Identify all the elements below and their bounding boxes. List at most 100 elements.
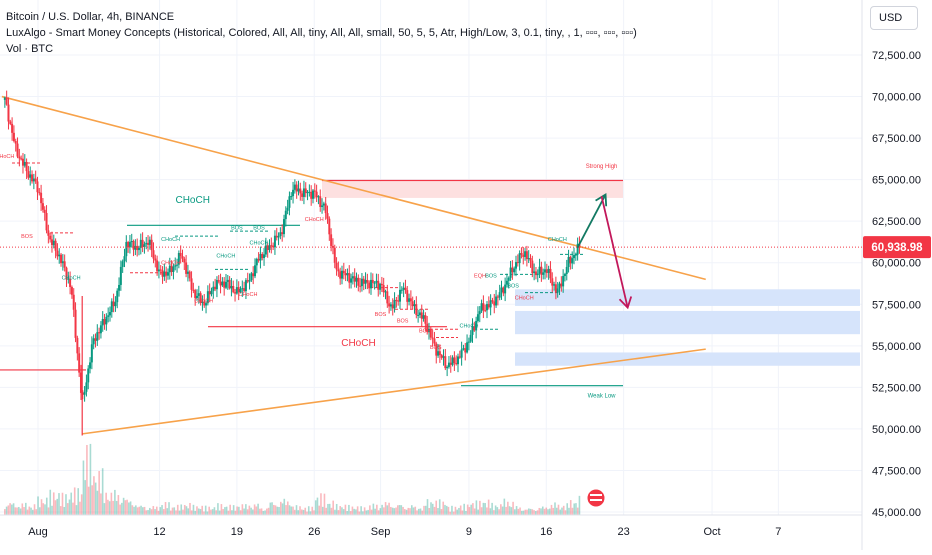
volume-bar <box>534 511 537 515</box>
volume-bar <box>278 506 280 515</box>
candle-body <box>406 290 409 302</box>
volume-bar <box>150 509 153 515</box>
volume-bar <box>40 499 43 515</box>
candle-body <box>257 258 260 261</box>
up-arrow <box>576 194 607 249</box>
candle-body <box>264 245 267 255</box>
candle-body <box>438 351 441 356</box>
volume-bar <box>417 508 420 515</box>
candle-body <box>348 273 351 283</box>
candle-body <box>152 250 155 259</box>
volume-bar <box>334 509 336 515</box>
candle-body <box>177 252 180 265</box>
candle-body <box>417 314 420 316</box>
candle-body <box>139 239 142 248</box>
candle-body <box>333 247 336 263</box>
volume-bar <box>21 503 24 515</box>
volume-bar <box>204 505 207 515</box>
volume-bar <box>416 510 418 515</box>
candle-body <box>534 271 537 276</box>
candle-body <box>554 284 557 293</box>
volume-bar <box>400 505 403 515</box>
candle-body <box>571 258 574 264</box>
volume-bar <box>501 506 504 515</box>
candle-body <box>389 304 392 307</box>
volume-bar <box>323 493 326 515</box>
x-tick-label: 26 <box>308 526 320 538</box>
volume-bar <box>23 507 25 515</box>
volume-bar <box>271 502 273 515</box>
candle-body <box>43 209 46 213</box>
candle-body <box>208 291 211 295</box>
candle-body <box>127 242 130 248</box>
candle-body <box>192 289 195 291</box>
zone-demand-zone-1 <box>515 289 583 306</box>
volume-bar <box>348 504 350 515</box>
volume-bar <box>51 505 53 515</box>
volume-bar <box>346 511 348 515</box>
volume-bar <box>360 506 362 515</box>
volume-bar <box>470 504 472 515</box>
volume-bar <box>206 511 209 515</box>
volume-bar <box>54 500 57 515</box>
candle-body <box>32 178 35 182</box>
indicator-label[interactable]: LuxAlgo - Smart Money Concepts (Historic… <box>6 27 637 39</box>
x-tick-label: 12 <box>153 526 165 538</box>
candle-body <box>143 244 146 247</box>
volume-bar <box>266 508 268 515</box>
symbol-title[interactable]: Bitcoin / U.S. Dollar, 4h, BINANCE <box>6 11 175 23</box>
volume-bar <box>231 510 233 515</box>
volume-bar <box>281 503 284 515</box>
currency-button[interactable]: USD <box>870 6 918 30</box>
volume-bar <box>239 510 242 515</box>
candle-body <box>574 254 577 256</box>
candle-body <box>498 292 501 298</box>
candle-body <box>282 219 285 235</box>
candle-body <box>451 357 454 365</box>
candle-body <box>504 284 507 294</box>
volume-bar <box>217 503 219 515</box>
candle-body <box>402 287 405 290</box>
candle-body <box>464 348 467 353</box>
candle-body <box>399 289 402 302</box>
volume-bar <box>157 510 160 515</box>
volume-bar <box>82 460 85 515</box>
candle-body <box>246 280 249 282</box>
volume-bar <box>59 506 62 515</box>
volume-bar <box>578 495 581 515</box>
volume-bar <box>555 507 558 515</box>
candle-body <box>397 300 400 302</box>
volume-bar <box>176 504 179 515</box>
volume-bar <box>405 509 408 515</box>
candle-body <box>58 254 61 257</box>
candle-body <box>340 270 343 279</box>
candle-body <box>317 196 320 198</box>
volume-bar <box>44 504 46 515</box>
volume-bar <box>321 506 324 515</box>
volume-bar <box>196 506 198 515</box>
volume-bar <box>479 500 481 515</box>
x-tick-label: 19 <box>231 526 243 538</box>
candle-body <box>150 239 153 251</box>
volume-bar <box>528 508 530 515</box>
annotation-choch: CHoCH <box>250 240 269 246</box>
candle-body <box>277 236 280 238</box>
volume-bar <box>279 501 282 515</box>
candle-body <box>422 315 425 319</box>
candle-body <box>70 286 73 295</box>
volume-bar <box>143 506 146 515</box>
volume-bar <box>241 504 244 515</box>
volume-label[interactable]: Vol · BTC <box>6 43 54 55</box>
candle-body <box>163 271 166 277</box>
candle-body <box>440 355 443 358</box>
volume-bar <box>189 502 191 515</box>
candle-body <box>330 234 333 246</box>
candle-body <box>137 247 140 251</box>
candle-body <box>379 283 382 290</box>
x-tick-label: 23 <box>618 526 630 538</box>
volume-bar <box>372 503 375 515</box>
volume-bar <box>248 505 251 515</box>
annotation-weak-low: Weak Low <box>588 393 617 399</box>
volume-bar <box>124 500 127 515</box>
